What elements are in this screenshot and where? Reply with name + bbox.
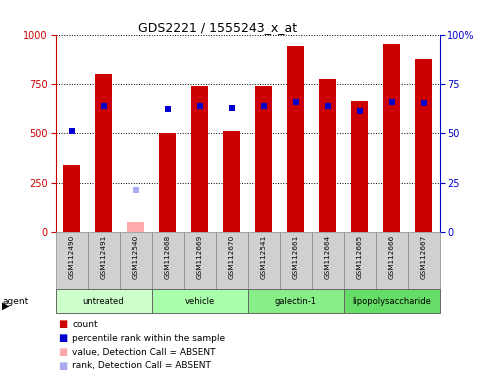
Text: ■: ■: [58, 347, 67, 357]
Text: ▶: ▶: [2, 301, 10, 311]
Bar: [312, 232, 343, 290]
Bar: [248, 289, 343, 313]
Text: GSM112661: GSM112661: [293, 235, 298, 280]
Bar: [184, 232, 215, 290]
Text: count: count: [72, 320, 98, 329]
Text: value, Detection Call = ABSENT: value, Detection Call = ABSENT: [72, 348, 216, 357]
Text: GSM112668: GSM112668: [165, 235, 170, 280]
Bar: [248, 232, 280, 290]
Bar: [191, 86, 208, 232]
Bar: [280, 232, 312, 290]
Text: percentile rank within the sample: percentile rank within the sample: [72, 334, 226, 343]
Bar: [159, 134, 176, 232]
Bar: [319, 79, 336, 232]
Bar: [255, 86, 272, 232]
Text: GSM112540: GSM112540: [132, 235, 139, 280]
Text: GSM112491: GSM112491: [100, 235, 107, 280]
Bar: [56, 232, 87, 290]
Bar: [152, 289, 248, 313]
Bar: [152, 232, 184, 290]
Text: ■: ■: [58, 319, 67, 329]
Text: ■: ■: [58, 361, 67, 371]
Text: untreated: untreated: [83, 296, 124, 306]
Text: GSM112669: GSM112669: [197, 235, 202, 280]
Text: GSM112670: GSM112670: [228, 235, 235, 280]
Bar: [127, 222, 144, 232]
Bar: [376, 232, 408, 290]
Bar: [287, 46, 304, 232]
Bar: [343, 232, 376, 290]
Text: GSM112665: GSM112665: [356, 235, 363, 280]
Bar: [215, 232, 248, 290]
Bar: [95, 74, 113, 232]
Text: GDS2221 / 1555243_x_at: GDS2221 / 1555243_x_at: [138, 21, 297, 34]
Bar: [383, 45, 400, 232]
Text: galectin-1: galectin-1: [274, 296, 316, 306]
Text: ■: ■: [58, 333, 67, 343]
Text: GSM112667: GSM112667: [421, 235, 426, 280]
Bar: [56, 289, 152, 313]
Text: GSM112666: GSM112666: [388, 235, 395, 280]
Bar: [223, 131, 241, 232]
Bar: [87, 232, 120, 290]
Text: GSM112664: GSM112664: [325, 235, 330, 280]
Bar: [408, 232, 440, 290]
Text: GSM112490: GSM112490: [69, 235, 74, 280]
Text: lipopolysaccharide: lipopolysaccharide: [352, 296, 431, 306]
Text: GSM112541: GSM112541: [260, 235, 267, 280]
Text: vehicle: vehicle: [185, 296, 214, 306]
Bar: [415, 59, 432, 232]
Text: rank, Detection Call = ABSENT: rank, Detection Call = ABSENT: [72, 361, 212, 371]
Bar: [120, 232, 152, 290]
Bar: [63, 165, 80, 232]
Text: agent: agent: [2, 296, 28, 306]
Bar: [351, 101, 369, 232]
Bar: [343, 289, 440, 313]
